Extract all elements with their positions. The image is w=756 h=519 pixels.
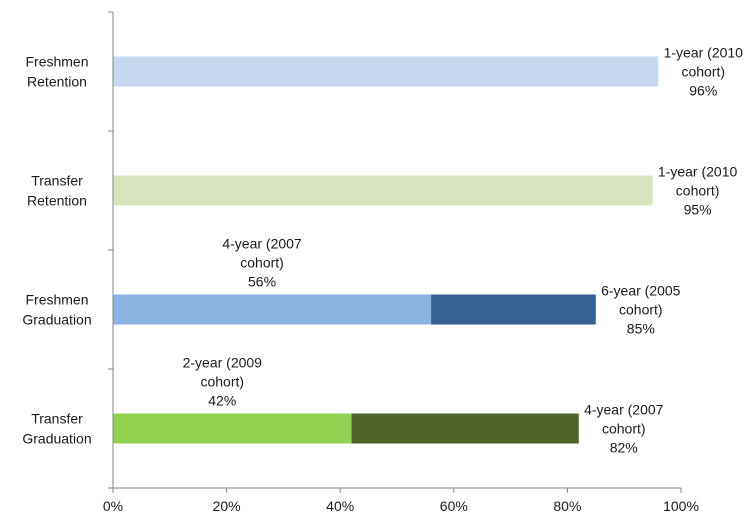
data-label-2-1: 6-year (2005 cohort) 85%: [601, 283, 681, 337]
bars-layer: [113, 56, 659, 444]
data-label-1-0: 1-year (2010 cohort) 95%: [658, 164, 738, 218]
category-label-2: Freshmen Graduation: [22, 292, 91, 328]
bar-0-segment-0: [113, 56, 659, 87]
data-label-3-1: 4-year (2007 cohort) 82%: [584, 402, 664, 456]
axes-layer: [108, 11, 682, 493]
x-tick-label-4: 80%: [553, 498, 581, 514]
bar-2-segment-0: [113, 294, 432, 325]
x-tick-label-3: 60%: [440, 498, 468, 514]
bar-1-segment-0: [113, 175, 653, 206]
x-tick-label-2: 40%: [326, 498, 354, 514]
bar-3-segment-1: [351, 413, 579, 444]
labels-layer: 1-year (2010 cohort) 96% Freshmen Retention 1…: [22, 45, 743, 515]
x-tick-label-1: 20%: [213, 498, 241, 514]
data-label-3-0: 2-year (2009 cohort) 42%: [183, 355, 263, 409]
data-label-0-0: 1-year (2010 cohort) 96%: [664, 45, 744, 99]
category-label-1: Transfer Retention: [27, 173, 87, 209]
category-label-3: Transfer Graduation: [22, 411, 91, 447]
bar-2-segment-1: [431, 294, 596, 325]
category-label-0: Freshmen Retention: [25, 54, 88, 90]
data-label-2-0: 4-year (2007 cohort) 56%: [222, 236, 302, 290]
x-tick-label-5: 100%: [663, 498, 699, 514]
x-tick-label-0: 0%: [103, 498, 123, 514]
bar-3-segment-0: [113, 413, 352, 444]
